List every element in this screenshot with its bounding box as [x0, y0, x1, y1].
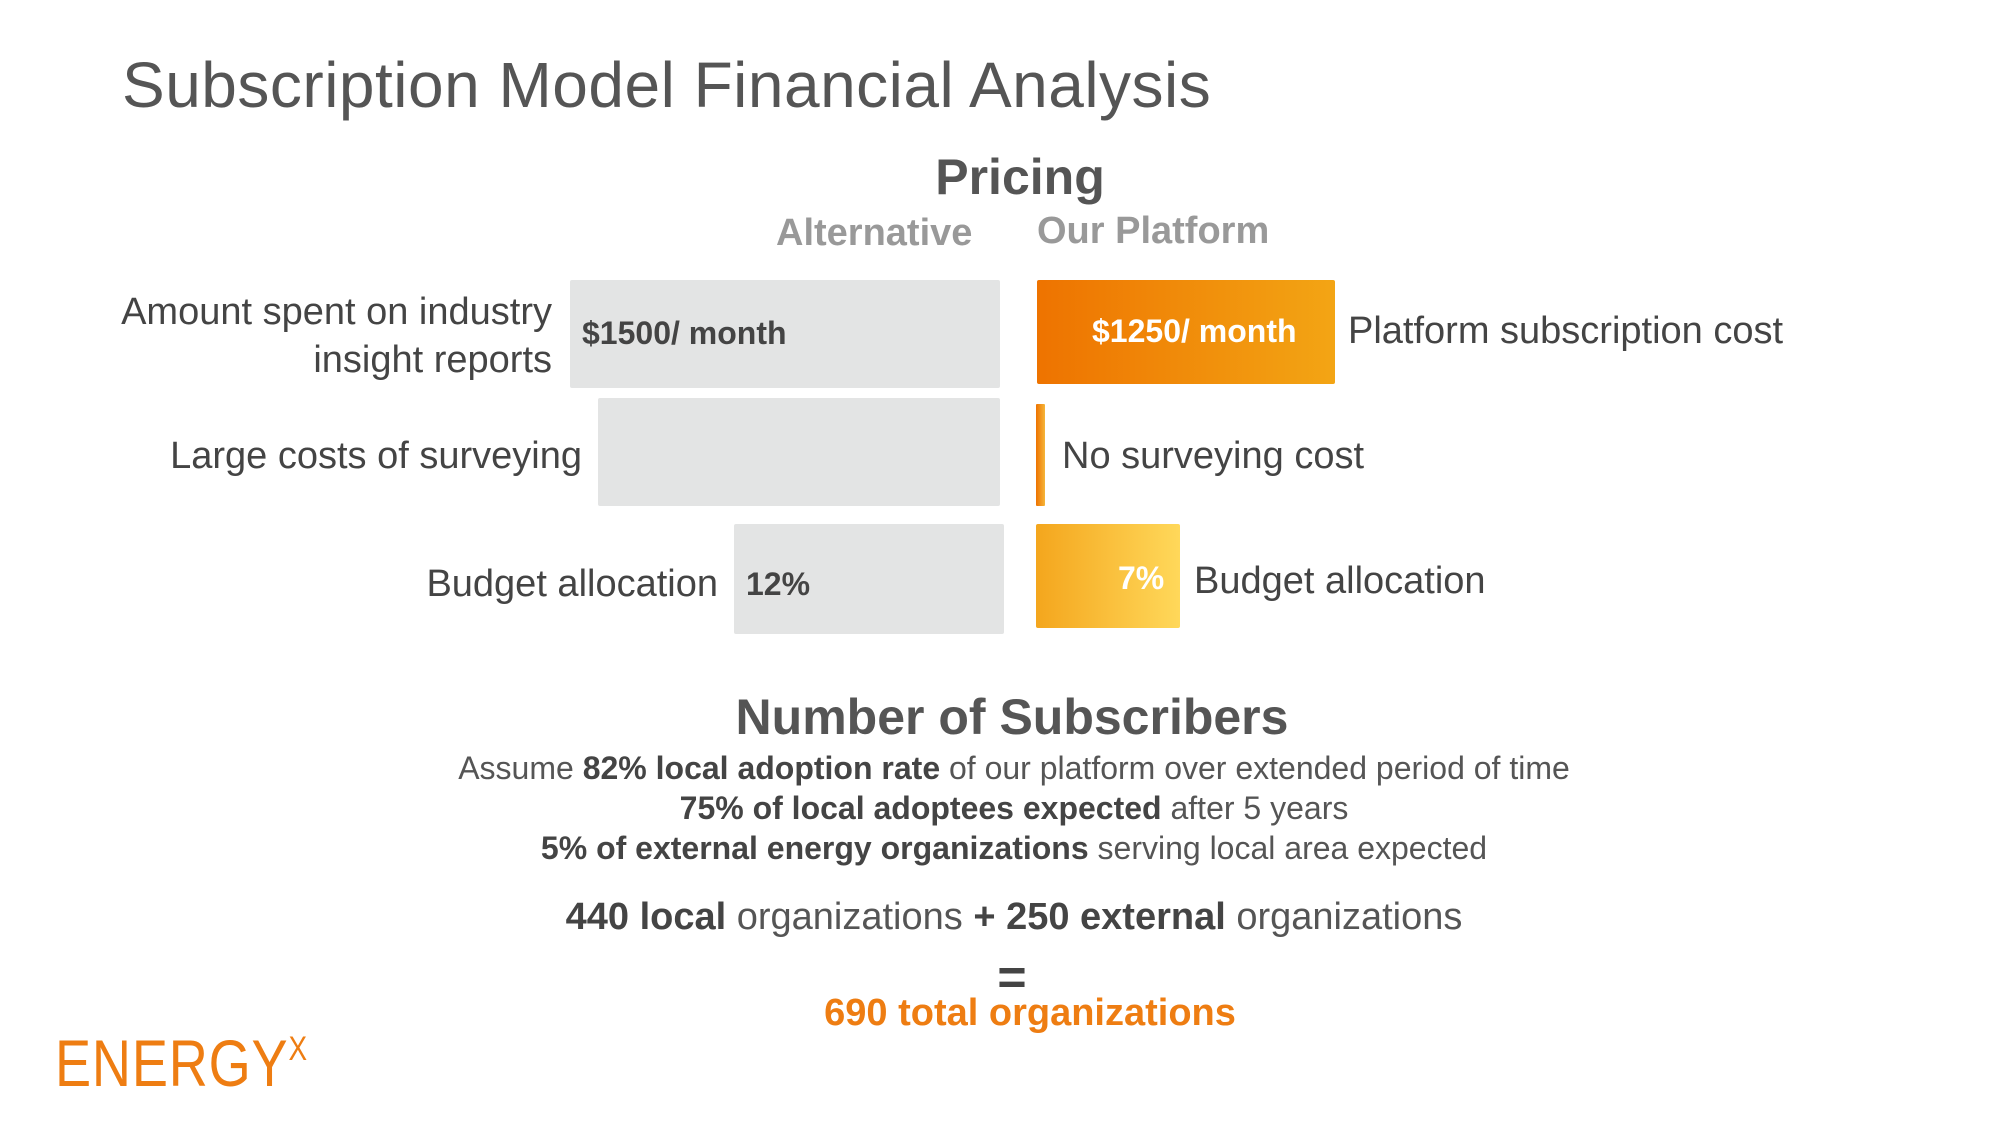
right-label-surveying: No surveying cost	[1062, 435, 1365, 477]
platform-bar-surveying	[1036, 404, 1045, 506]
row-label-surveying: Large costs of surveying	[170, 435, 582, 477]
right-label-budget-platform: Budget allocation	[1194, 560, 1486, 602]
right-label-subscription: Platform subscription cost	[1348, 310, 1784, 352]
alternative-bar-budget	[734, 524, 1004, 634]
energyx-logo: ENERGYX	[55, 1026, 308, 1100]
external-orgs-line: 5% of external energy organizations serv…	[540, 830, 1488, 866]
alternative-column-header: Alternative	[776, 212, 973, 254]
alternative-value-budget: 12%	[746, 566, 811, 602]
local-adoptees-line: 75% of local adoptees expected after 5 y…	[679, 790, 1349, 826]
organizations-sum-line: 440 local organizations + 250 external o…	[565, 896, 1463, 938]
alternative-bar-reports	[570, 280, 1000, 388]
platform-column-header: Our Platform	[1037, 210, 1270, 252]
total-organizations: 690 total organizations	[824, 992, 1236, 1034]
row-label-industry-reports: Amount spent on industry insight reports	[121, 291, 552, 381]
alternative-value-reports: $1500/ month	[582, 315, 787, 351]
page-title: Subscription Model Financial Analysis	[122, 49, 1212, 121]
row-label-budget-alternative: Budget allocation	[426, 563, 718, 605]
alternative-bar-surveying	[598, 398, 1000, 506]
platform-bar-subscription	[1037, 280, 1335, 384]
platform-value-subscription: $1250/ month	[1092, 313, 1297, 349]
subscribers-heading: Number of Subscribers	[735, 689, 1289, 745]
equals-sign: =	[997, 949, 1027, 1005]
platform-bar-budget	[1036, 524, 1180, 628]
pricing-heading: Pricing	[935, 149, 1105, 205]
platform-value-budget: 7%	[1118, 560, 1165, 596]
adoption-rate-line: Assume 82% local adoption rate of our pl…	[458, 750, 1570, 786]
